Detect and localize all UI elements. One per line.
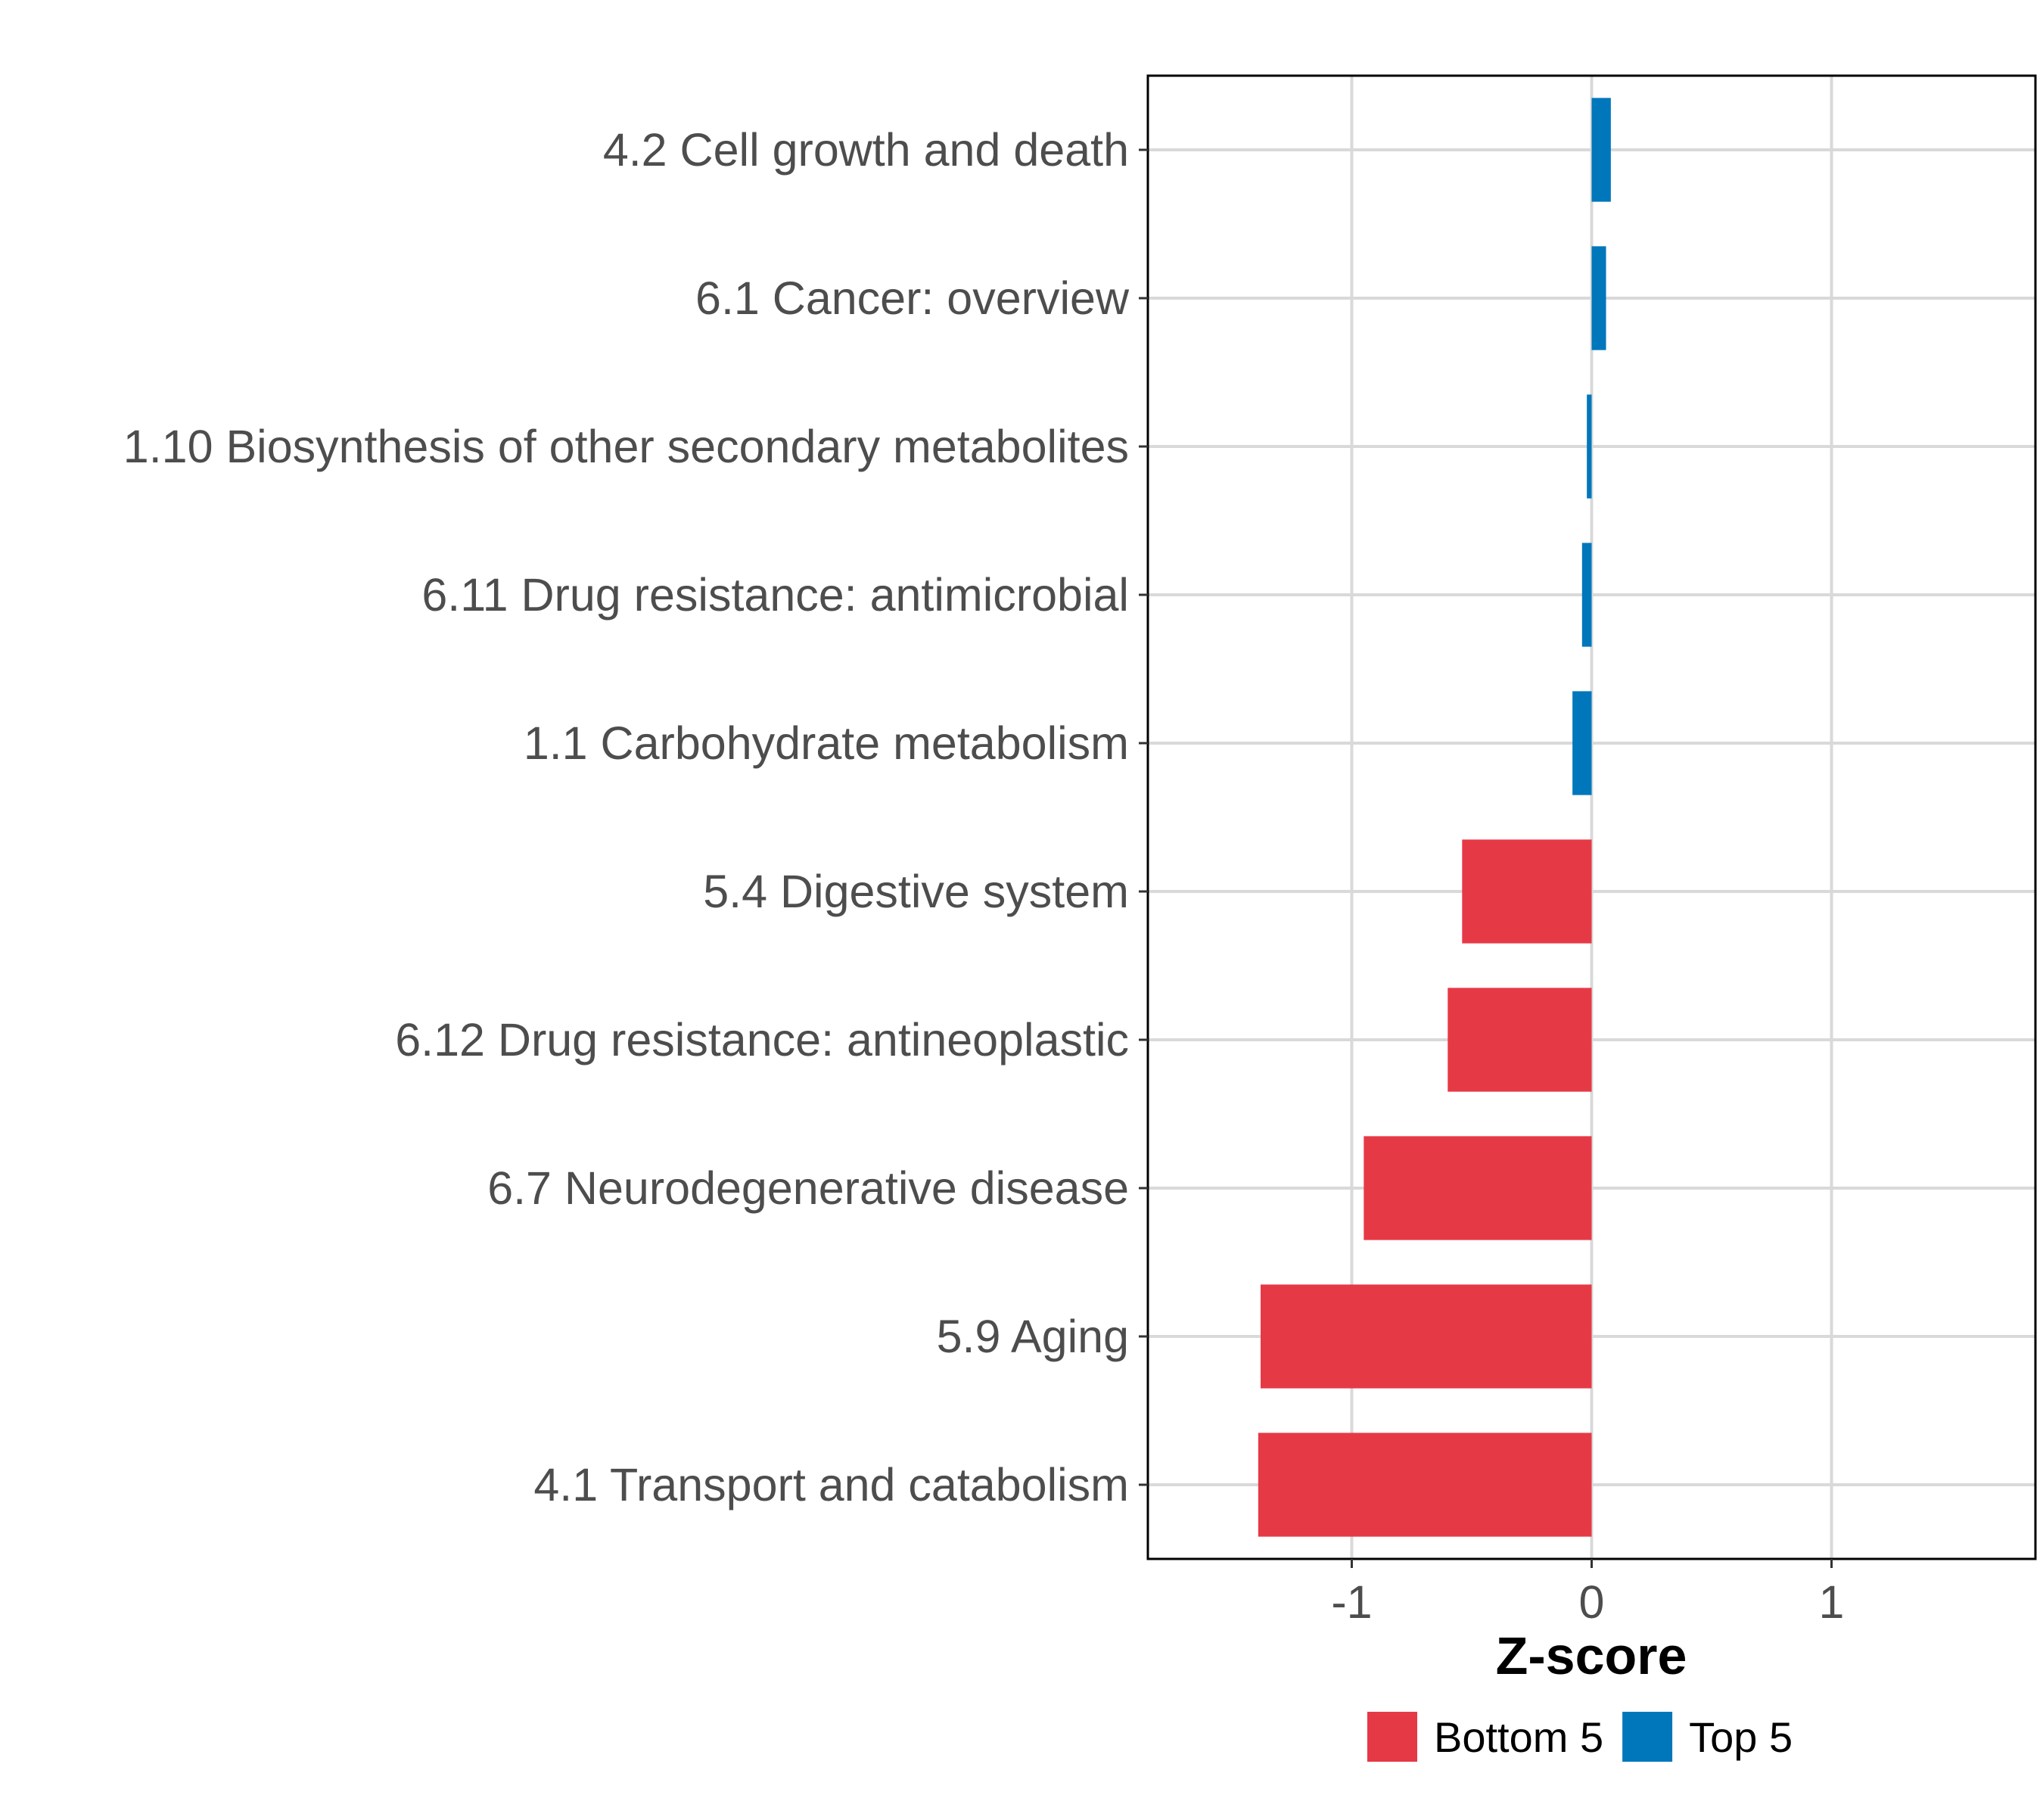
bar — [1448, 988, 1592, 1092]
bar — [1581, 543, 1592, 647]
bar — [1258, 1433, 1592, 1537]
bar — [1591, 246, 1606, 350]
legend-label: Top 5 — [1689, 1713, 1793, 1761]
legend: Bottom 5 Top 5 — [1367, 1712, 1793, 1762]
y-tick-label: 5.9 Aging — [937, 1311, 1129, 1362]
bar — [1587, 394, 1592, 499]
y-tick-label: 1.1 Carbohydrate metabolism — [524, 717, 1129, 769]
y-tick-label: 5.4 Digestive system — [703, 866, 1129, 917]
y-tick-label: 6.1 Cancer: overview — [695, 272, 1130, 324]
legend-swatch — [1622, 1712, 1673, 1762]
y-tick-label: 1.10 Biosynthesis of other secondary met… — [123, 421, 1129, 472]
y-tick-label: 6.12 Drug resistance: antineoplastic — [395, 1014, 1129, 1066]
legend-label: Bottom 5 — [1434, 1713, 1603, 1761]
y-tick-label: 4.1 Transport and catabolism — [533, 1459, 1129, 1510]
y-tick-label: 6.7 Neurodegenerative disease — [487, 1162, 1129, 1214]
bar — [1572, 691, 1592, 795]
y-tick-label: 4.2 Cell growth and death — [603, 124, 1129, 176]
x-tick-label: 1 — [1819, 1576, 1845, 1628]
bar — [1591, 98, 1611, 202]
x-axis: -1 0 1 — [1331, 1559, 1844, 1628]
x-axis-title: Z-score — [1496, 1626, 1687, 1685]
y-tick-label: 6.11 Drug resistance: antimicrobial — [421, 569, 1129, 621]
x-tick-label: -1 — [1331, 1576, 1372, 1628]
y-axis: 4.2 Cell growth and death 6.1 Cancer: ove… — [123, 124, 1148, 1510]
bar — [1364, 1136, 1592, 1240]
x-tick-label: 0 — [1579, 1576, 1605, 1628]
bar — [1261, 1284, 1592, 1389]
bar — [1462, 839, 1592, 944]
legend-swatch — [1367, 1712, 1417, 1762]
bar-layer — [1258, 98, 1611, 1537]
